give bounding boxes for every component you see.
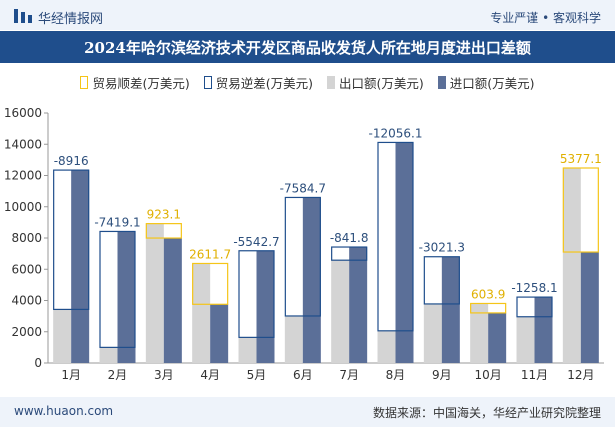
y-tick-label: 4000 — [11, 294, 42, 308]
y-tick-label: 8000 — [11, 231, 42, 245]
x-tick-label: 10月 — [475, 368, 502, 382]
bar-import — [302, 197, 321, 363]
balance-box-deficit — [423, 256, 460, 305]
bar-export — [516, 316, 535, 363]
y-tick-label: 0 — [34, 356, 42, 370]
legend-swatch-deficit — [203, 75, 212, 89]
y-tick-label: 16000 — [4, 106, 42, 120]
balance-box-deficit — [516, 296, 553, 318]
balance-box-deficit — [377, 141, 414, 332]
bar-export — [284, 315, 303, 363]
balance-box-deficit — [284, 196, 321, 317]
x-tick-label: 12月 — [567, 368, 594, 382]
bar-export — [238, 337, 257, 363]
x-tick-label: 9月 — [432, 368, 452, 382]
legend-label-deficit: 贸易逆差(万美元) — [215, 75, 313, 91]
balance-box-deficit — [238, 250, 275, 338]
y-tick-label: 14000 — [4, 137, 42, 151]
data-label: -3021.3 — [419, 241, 465, 255]
data-label: -841.8 — [330, 231, 369, 245]
bar-import — [163, 238, 182, 363]
bar-export — [562, 168, 581, 363]
y-tick-label: 2000 — [11, 325, 42, 339]
x-tick-label: 4月 — [200, 368, 220, 382]
balance-box-surplus — [145, 223, 182, 239]
bar-export — [470, 303, 489, 363]
balance-box-deficit — [99, 230, 136, 348]
x-tick-label: 7月 — [339, 368, 359, 382]
legend-label-surplus: 贸易顺差(万美元) — [92, 75, 190, 91]
chart-title: 2024年哈尔滨经济技术开发区商品收发货人所在地月度进出口差额 — [84, 39, 531, 57]
data-label: -5542.7 — [233, 235, 279, 249]
bar-export — [377, 330, 396, 363]
x-tick-label: 2月 — [108, 368, 128, 382]
footer-url: www.huaon.com — [14, 404, 114, 418]
data-label: -1258.1 — [511, 281, 557, 295]
data-label: 2611.7 — [189, 247, 231, 261]
x-tick-label: 1月 — [61, 368, 81, 382]
bar-import — [210, 304, 229, 363]
x-tick-label: 5月 — [247, 368, 267, 382]
legend-item-deficit: 贸易逆差(万美元) — [203, 72, 313, 92]
y-tick-label: 10000 — [4, 200, 42, 214]
bar-import — [71, 170, 90, 363]
logo-icon — [14, 9, 32, 23]
balance-box-surplus — [470, 302, 507, 314]
bar-export — [331, 260, 350, 363]
data-label: 923.1 — [147, 208, 181, 222]
y-tick-label: 12000 — [4, 169, 42, 183]
balance-box-deficit — [53, 169, 90, 311]
data-label: 603.9 — [471, 287, 505, 301]
x-tick-label: 3月 — [154, 368, 174, 382]
legend-label-export: 出口额(万美元) — [339, 75, 424, 91]
bar-import — [117, 231, 136, 363]
legend-swatch-surplus — [80, 75, 89, 89]
legend-label-import: 进口额(万美元) — [449, 75, 535, 91]
data-label: -12056.1 — [369, 126, 423, 140]
bar-import — [488, 312, 507, 363]
bar-export — [423, 303, 442, 363]
data-label: -7419.1 — [94, 215, 140, 229]
balance-box-surplus — [192, 262, 229, 305]
y-tick-label: 6000 — [11, 262, 42, 276]
data-label: -7584.7 — [280, 181, 326, 195]
bar-export — [145, 223, 164, 363]
bar-import — [349, 247, 368, 363]
legend-item-import: 进口额(万美元) — [437, 72, 535, 92]
x-tick-label: 11月 — [521, 368, 548, 382]
x-tick-label: 8月 — [386, 368, 406, 382]
bar-export — [53, 309, 72, 363]
bar-import — [534, 297, 553, 363]
data-label: 5377.1 — [560, 152, 602, 166]
legend-item-export: 出口额(万美元) — [327, 72, 424, 92]
bar-export — [192, 263, 211, 363]
tagline: 专业严谨 • 客观科学 — [490, 11, 601, 25]
data-label: -8916 — [54, 154, 89, 168]
chart-legend: 贸易顺差(万美元) 贸易逆差(万美元) 出口额(万美元) 进口额(万美元) — [0, 72, 615, 92]
balance-box-surplus — [562, 167, 599, 253]
bar-export — [99, 347, 118, 363]
bar-import — [580, 252, 599, 363]
legend-item-surplus: 贸易顺差(万美元) — [80, 72, 190, 92]
x-tick-label: 6月 — [293, 368, 313, 382]
chart-plot: 0 2000 4000 6000 8000 10000 12000 14000 16000 -89… — [4, 106, 604, 382]
bar-import — [256, 250, 275, 363]
bar-import — [395, 142, 414, 363]
header-bar: 华经情报网 专业严谨 • 客观科学 — [0, 0, 615, 30]
title-bar: 2024年哈尔滨经济技术开发区商品收发货人所在地月度进出口差额 — [0, 31, 615, 63]
legend-swatch-export — [327, 75, 335, 89]
balance-box-deficit — [331, 246, 368, 261]
brand-name: 华经情报网 — [38, 12, 104, 27]
footer-source: 数据来源：中国海关，华经产业研究院整理 — [372, 406, 601, 420]
bar-import — [441, 256, 460, 363]
legend-swatch-import — [437, 75, 446, 89]
footer-bar: www.huaon.com 数据来源：中国海关，华经产业研究院整理 — [0, 397, 615, 427]
